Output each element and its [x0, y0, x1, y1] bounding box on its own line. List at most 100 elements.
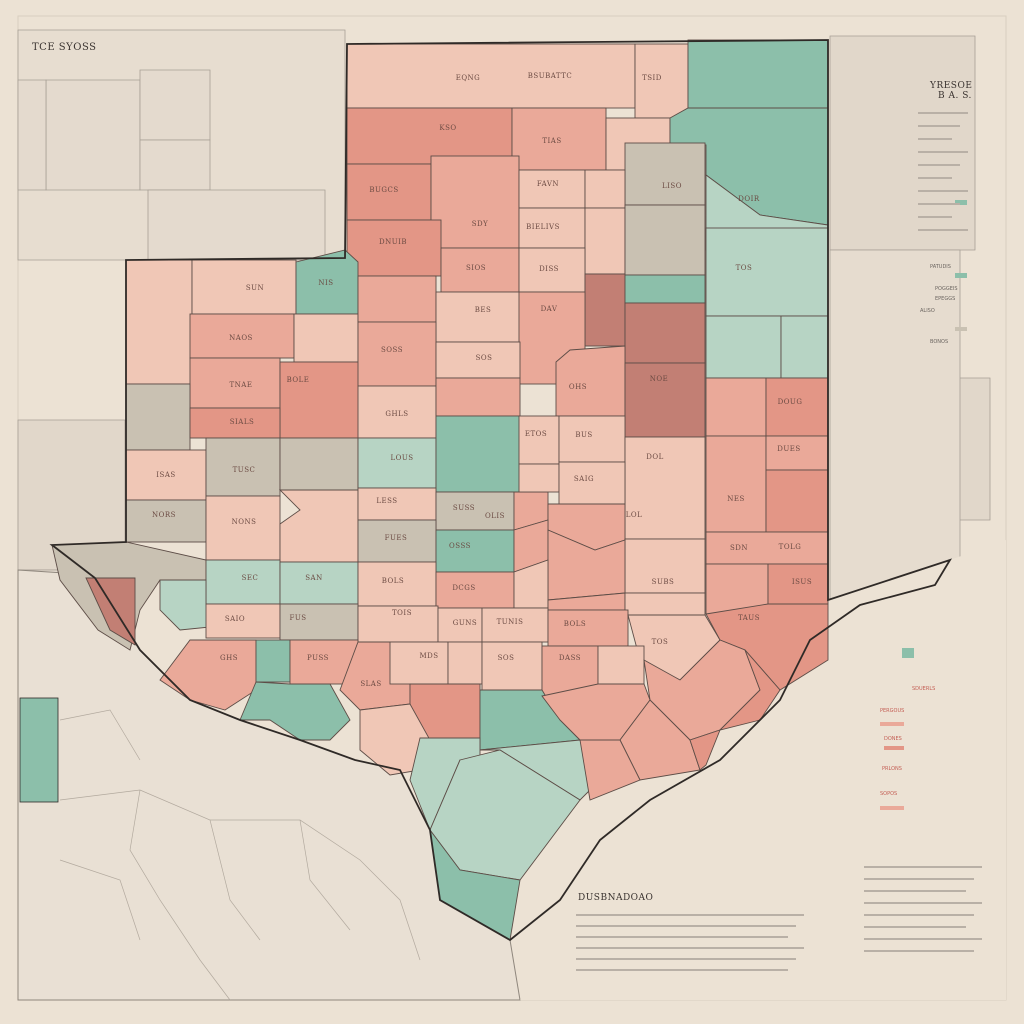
- county-label: LOUS: [390, 454, 413, 462]
- county-label: BIELIVS: [526, 223, 560, 231]
- county-label: SOS: [498, 654, 515, 662]
- text-line: [918, 190, 968, 192]
- county-label: TOLG: [779, 543, 802, 551]
- text-line: [864, 902, 982, 904]
- text-line: [918, 164, 960, 166]
- county-label: BOLS: [564, 620, 586, 628]
- text-line: [576, 936, 788, 938]
- county-label: TSID: [642, 74, 662, 82]
- county-label: SUSS: [453, 504, 475, 512]
- county-label: ISUS: [792, 578, 812, 586]
- county-label: OHS: [569, 383, 587, 391]
- text-line: [864, 914, 974, 916]
- gulf-area: [520, 540, 1006, 1000]
- county-label: NIS: [318, 279, 333, 287]
- county-label: BUGCS: [369, 186, 398, 194]
- county-label: TUNIS: [497, 618, 524, 626]
- text-line: [918, 177, 952, 179]
- county-label: GUNS: [453, 619, 477, 627]
- legend-row-label: EPEGGS: [935, 296, 955, 302]
- legend-title: YRESOE: [929, 81, 972, 91]
- county-label: GHLS: [385, 410, 408, 418]
- text-line: [864, 866, 982, 868]
- text-line: [918, 203, 960, 205]
- text-line: [864, 950, 974, 952]
- county-label: MDS: [419, 652, 438, 660]
- text-line: [576, 969, 788, 971]
- state-outline: [49, 39, 953, 942]
- county-label: NAOS: [229, 334, 253, 342]
- county-label: DUES: [777, 445, 800, 453]
- county-label: SUN: [246, 284, 264, 292]
- legend-row-label: DONES: [884, 736, 902, 742]
- county-label: BOLE: [287, 376, 310, 384]
- county-label: LESS: [376, 497, 397, 505]
- county-label: TOS: [736, 264, 753, 272]
- legend-row-label: PERGOUS: [880, 708, 904, 714]
- county-label: SUBS: [652, 578, 675, 586]
- county-label: SAN: [305, 574, 322, 582]
- teal-inset-region: [19, 697, 59, 803]
- legend-row-label: BONOS: [930, 339, 948, 345]
- text-block: [576, 112, 982, 971]
- legend-row-label: PRLONS: [882, 766, 902, 772]
- corner-title: TCE SYOSS: [32, 42, 96, 53]
- text-line: [918, 229, 968, 231]
- county-label: GHS: [220, 654, 238, 662]
- neighbor-regions: [17, 29, 991, 801]
- text-line: [918, 151, 968, 153]
- county-label: DASS: [559, 654, 581, 662]
- county-label: BSUBATTC: [528, 72, 572, 80]
- text-line: [864, 926, 966, 928]
- county-label: SOSS: [381, 346, 403, 354]
- text-line: [918, 216, 952, 218]
- county-label: BUS: [575, 431, 592, 439]
- county-label: TAUS: [738, 614, 760, 622]
- text-line: [918, 138, 952, 140]
- legend-row-label: PATUDIS: [930, 264, 951, 270]
- county-label: TOS: [652, 638, 669, 646]
- county-label: SDY: [472, 220, 489, 228]
- county-label: NONS: [232, 518, 257, 526]
- legend-subtitle: B A. S.: [938, 91, 972, 101]
- county-label: TIAS: [542, 137, 561, 145]
- counties: [51, 39, 829, 941]
- text-line: [864, 938, 982, 940]
- county-label: ETOS: [525, 430, 547, 438]
- county-label: ISAS: [156, 471, 175, 479]
- mexico-subdivisions: [59, 709, 421, 1001]
- county-label: SLAS: [360, 680, 381, 688]
- county-label: SOS: [476, 354, 493, 362]
- county-label: NOE: [650, 375, 668, 383]
- county-labels: EQNG BSUBATTC TSID KSO TIAS BUGCS FAVN LISO SDY B…: [152, 72, 812, 688]
- county-label: PUSS: [307, 654, 329, 662]
- text-line: [918, 112, 968, 114]
- county-label: TUSC: [233, 466, 256, 474]
- county-label: SAIO: [225, 615, 245, 623]
- county-label: DCGS: [452, 584, 475, 592]
- text-line: [576, 947, 804, 949]
- county-label: DOUG: [778, 398, 803, 406]
- county-label: DOIR: [738, 195, 760, 203]
- county-label: LISO: [662, 182, 682, 190]
- county-label: SIOS: [466, 264, 486, 272]
- bottom-heading: DUSBNADOAO: [578, 893, 653, 903]
- county-label: DISS: [539, 265, 559, 273]
- county-label: FAVN: [537, 180, 559, 188]
- county-label: DOL: [646, 453, 664, 461]
- county-label: DNUIB: [379, 238, 407, 246]
- text-line: [576, 958, 796, 960]
- county-label: SAIG: [574, 475, 594, 483]
- county-label: TNAE: [230, 381, 253, 389]
- county-label: EQNG: [456, 74, 481, 82]
- county-label: SDN: [730, 544, 748, 552]
- county-label: SEC: [242, 574, 259, 582]
- legend-row-label: ALISO: [920, 308, 935, 314]
- county-label: LOL: [626, 511, 643, 519]
- text-line: [576, 914, 804, 916]
- county-label: NORS: [152, 511, 176, 519]
- county-label: NES: [727, 495, 745, 503]
- county-label: SIALS: [230, 418, 255, 426]
- text-line: [864, 890, 966, 892]
